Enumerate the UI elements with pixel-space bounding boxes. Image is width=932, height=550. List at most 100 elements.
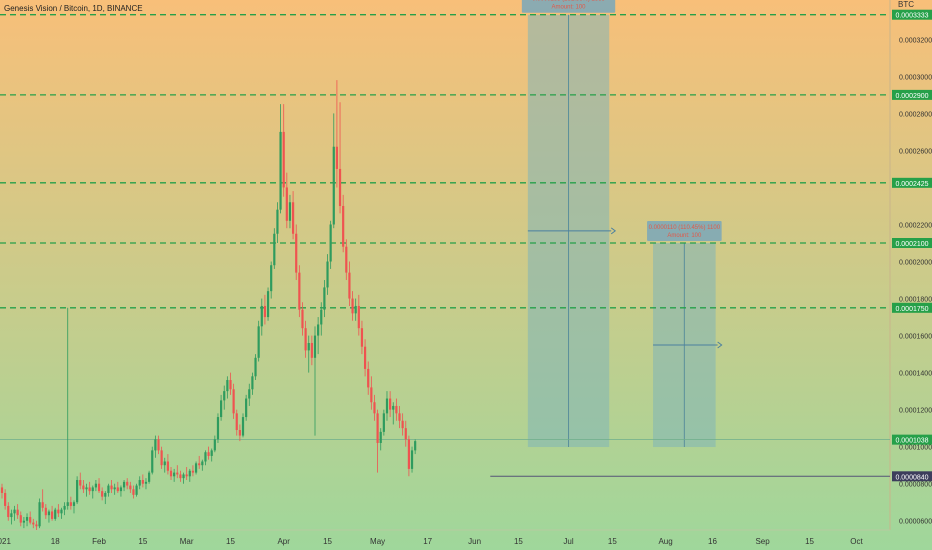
candle-body (63, 505, 66, 510)
candle-body (223, 391, 226, 401)
candle-body (160, 450, 163, 466)
candle-body (57, 509, 60, 514)
candle-body (348, 272, 351, 299)
candle-body (307, 342, 310, 351)
position-label-box (647, 221, 722, 242)
candle-body (157, 439, 160, 451)
x-tick-label: 15 (805, 537, 814, 546)
candle-body (50, 511, 54, 519)
candle-body (88, 487, 91, 492)
candle-body (329, 224, 332, 262)
candle-body (395, 405, 398, 414)
candle-body (213, 439, 216, 451)
candle-body (367, 368, 370, 388)
y-tick-label: 0.0002800 (899, 111, 932, 118)
candle-body (69, 502, 72, 506)
candle-body (13, 509, 16, 514)
candle-body (304, 328, 307, 351)
candle-body (66, 502, 69, 506)
candle-body (132, 489, 135, 495)
candle-body (163, 461, 166, 466)
level-tag (892, 238, 932, 249)
last-price-tag (892, 434, 932, 445)
last-price-label: 0.0001038 (895, 438, 928, 445)
x-tick-label: Mar (180, 537, 194, 546)
candle-body (198, 463, 201, 466)
position-label-line1: 0.0000235 (231.86%) 2335 (532, 0, 605, 3)
x-tick-label: Oct (850, 537, 863, 546)
candle-body (373, 402, 376, 414)
candle-body (79, 480, 82, 486)
candle-body (41, 502, 44, 508)
candle-body (238, 430, 241, 436)
candle-body (91, 487, 94, 492)
candle-body (248, 389, 251, 399)
x-tick-label: 16 (708, 537, 717, 546)
candle-body (357, 305, 360, 329)
position-arrow-head (717, 341, 723, 349)
candle-body (76, 480, 79, 503)
candle-body (404, 428, 407, 440)
candle-body (210, 450, 213, 456)
candle-body (379, 431, 382, 443)
candle-body (207, 452, 210, 456)
x-tick-label: 2021 (0, 537, 11, 546)
level-tag (892, 89, 932, 100)
x-tick-label: Jul (563, 537, 573, 546)
position-label-line2: Amount: 100 (552, 5, 587, 11)
candle-body (273, 233, 276, 266)
candle-body (126, 481, 129, 486)
candle-body (116, 487, 119, 492)
y-tick-label: 0.0001000 (899, 445, 932, 452)
candle-body (144, 481, 148, 484)
level-tag (892, 9, 932, 20)
candle-body (138, 480, 141, 486)
y-tick-label: 0.0003000 (899, 74, 932, 81)
candle-body (326, 261, 329, 288)
chart-title: Genesis Vision / Bitcoin, 1D, BINANCE (4, 4, 143, 13)
support-tag (892, 471, 932, 482)
candle-body (260, 305, 263, 327)
candle-body (363, 346, 367, 369)
candle-body (141, 480, 144, 484)
x-tick-label: 15 (514, 537, 523, 546)
candle-body (119, 487, 123, 492)
candle-body (317, 324, 320, 336)
candle-body (29, 517, 32, 523)
candle-body (32, 522, 35, 525)
candle-body (410, 450, 414, 469)
candle-body (241, 417, 245, 436)
candle-body (191, 470, 195, 473)
candle-body (60, 509, 63, 514)
candle-body (389, 398, 392, 410)
candle-body (226, 380, 229, 392)
candle-body (220, 400, 223, 418)
y-tick-label: 0.0002200 (899, 222, 932, 229)
candle-body (263, 305, 267, 318)
candle-body (301, 309, 304, 329)
level-tag (892, 302, 932, 313)
y-tick-label: 0.0001400 (899, 371, 932, 378)
candle-body (332, 146, 335, 225)
candle-body (113, 487, 116, 490)
level-tag-label: 0.0003333 (895, 13, 928, 20)
x-tick-label: 15 (226, 537, 235, 546)
x-tick-label: 18 (51, 537, 60, 546)
candle-body (188, 470, 191, 477)
candle-body (25, 517, 29, 521)
position-label-line2: Amount: 100 (667, 233, 702, 239)
candle-body (10, 513, 13, 518)
candle-body (310, 342, 313, 358)
candle-body (54, 509, 57, 519)
candle-body (376, 413, 379, 443)
candle-body (169, 470, 173, 477)
candle-body (401, 420, 404, 429)
candle-body (276, 209, 279, 234)
candle-body (7, 505, 10, 518)
candle-body (154, 439, 157, 451)
candle-body (110, 485, 113, 490)
candle-body (229, 380, 232, 390)
